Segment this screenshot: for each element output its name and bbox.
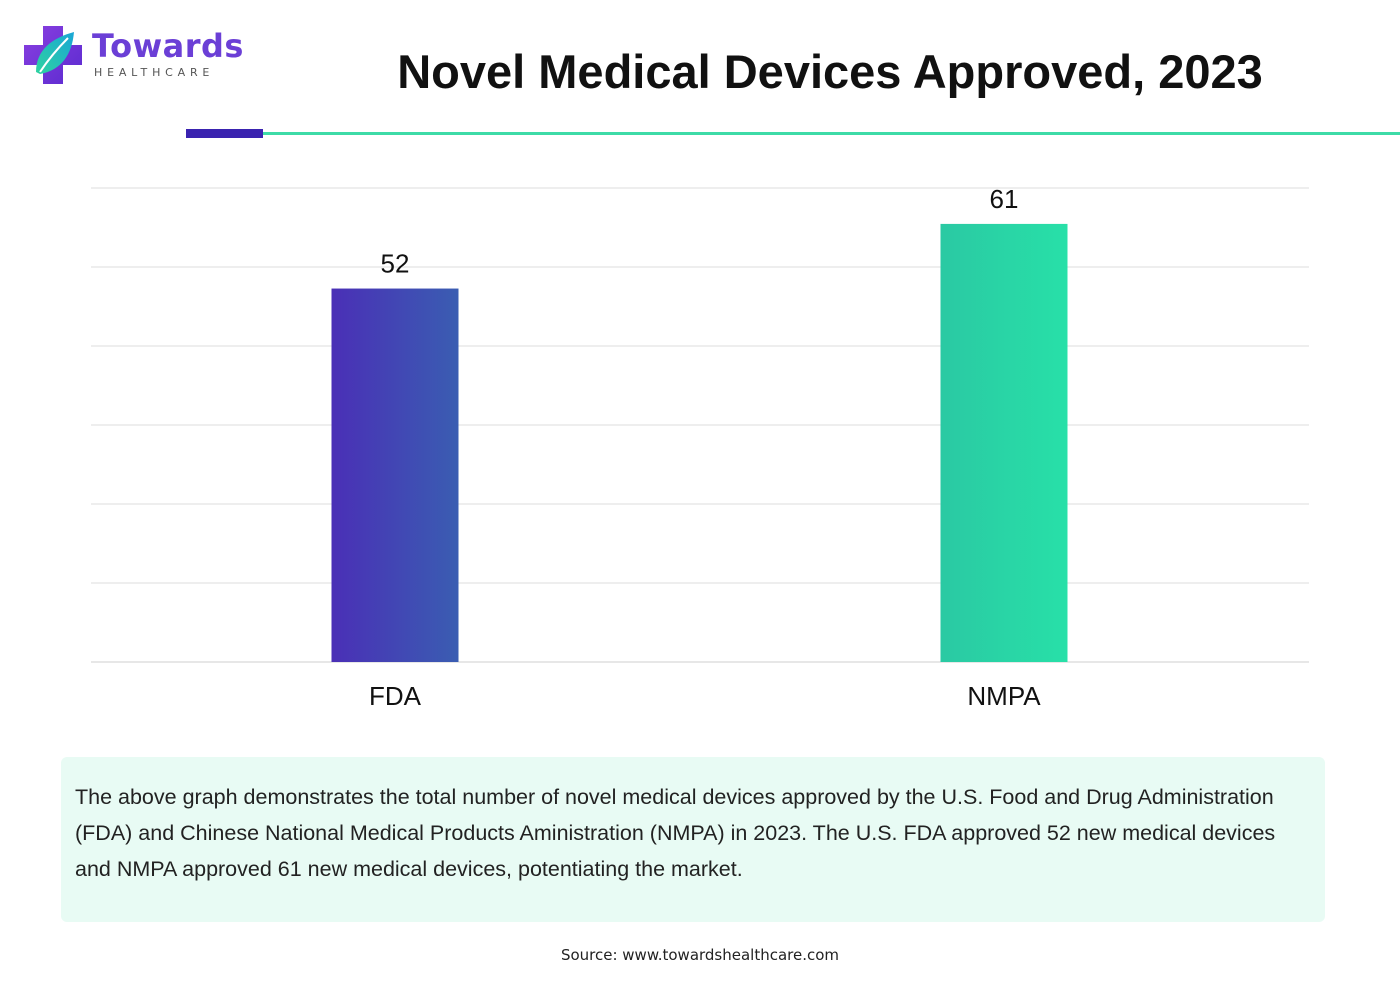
value-labels: 52 61 xyxy=(381,184,1019,279)
brand-name: Towards xyxy=(92,27,244,65)
header-rule xyxy=(263,132,1400,135)
chart-title: Novel Medical Devices Approved, 2023 xyxy=(397,45,1263,98)
category-label-fda: FDA xyxy=(369,681,422,711)
bars xyxy=(331,223,1068,662)
bar-chart: 52 61 FDA NMPA xyxy=(91,184,1309,711)
category-labels: FDA NMPA xyxy=(369,681,1041,711)
brand-subtitle: HEALTHCARE xyxy=(94,66,215,79)
source-note: Source: www.towardshealthcare.com xyxy=(560,946,840,964)
header-rule-accent xyxy=(186,129,263,138)
caption-text: The above graph demonstrates the total n… xyxy=(75,785,1276,881)
category-label-nmpa: NMPA xyxy=(967,681,1041,711)
value-label-nmpa: 61 xyxy=(990,184,1019,214)
bar-fda xyxy=(331,288,459,662)
value-label-fda: 52 xyxy=(381,249,410,279)
gridlines xyxy=(91,187,1309,663)
caption-box: The above graph demonstrates the total n… xyxy=(61,757,1325,922)
bar-nmpa xyxy=(940,223,1068,662)
medical-cross-leaf-icon xyxy=(24,26,82,84)
brand-logo: Towards HEALTHCARE xyxy=(22,24,244,88)
